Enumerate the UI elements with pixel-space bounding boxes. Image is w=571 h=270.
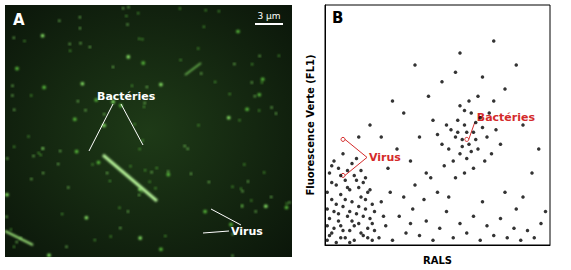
svg-text:Fluorescence Verte (FL1): Fluorescence Verte (FL1) <box>305 54 316 195</box>
svg-text:Bactéries: Bactéries <box>477 111 536 124</box>
svg-text:Virus: Virus <box>231 225 263 238</box>
svg-text:B: B <box>332 9 343 27</box>
svg-text:Bactéries: Bactéries <box>97 90 156 103</box>
svg-text:Virus: Virus <box>369 151 401 164</box>
svg-text:3 µm: 3 µm <box>257 11 280 21</box>
svg-text:A: A <box>13 11 25 29</box>
svg-text:RALS: RALS <box>423 255 452 266</box>
